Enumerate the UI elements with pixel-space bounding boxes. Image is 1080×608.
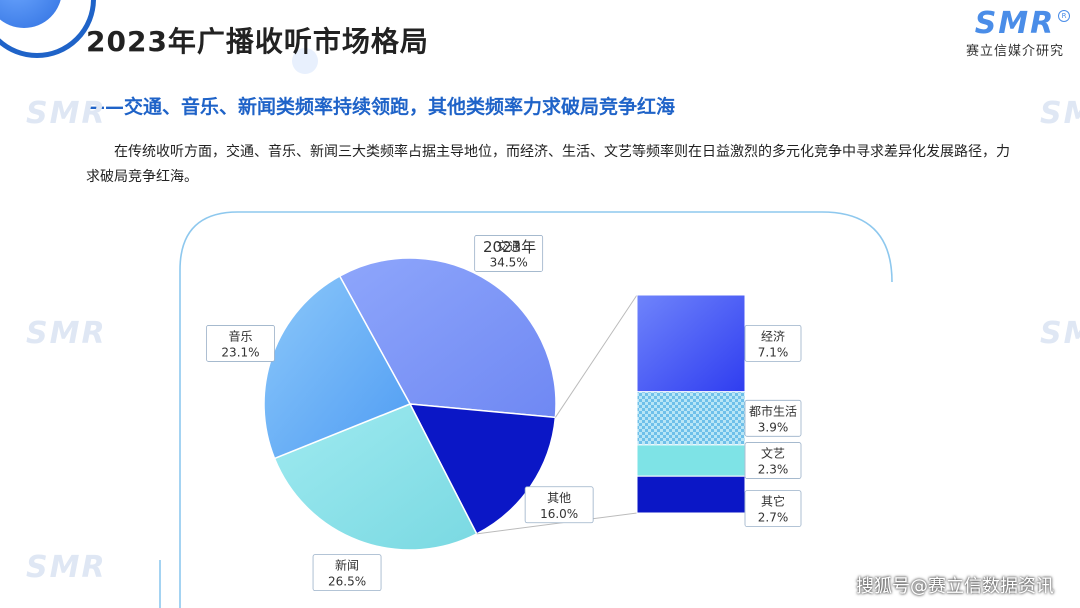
pie-slice-交通 [338, 257, 557, 419]
breakdown-segment-文艺 [636, 444, 746, 477]
watermark: SMR [26, 550, 107, 585]
label-box [524, 486, 594, 524]
label-box [474, 235, 544, 272]
breakdown-label-经济: 经济 7.1% [744, 324, 802, 362]
data-label-name: 音乐 [228, 328, 252, 343]
label-box [744, 442, 802, 479]
breakdown-bar [636, 294, 746, 514]
data-label-name: 其他 [547, 491, 571, 505]
watermark: SMR [1040, 316, 1080, 351]
breakdown-label-文艺: 文艺 2.3% [744, 442, 802, 479]
pie-slice-新闻 [273, 403, 478, 551]
connector-layer [476, 294, 638, 535]
pie-label-新闻: 新闻 26.5% [312, 554, 382, 592]
data-label-name: 经济 [761, 328, 785, 343]
page-title: 2023年广播收听市场格局 [86, 25, 429, 58]
brand-logo: SMR R 赛立信媒介研究 [965, 6, 1070, 59]
data-label-value: 7.1% [758, 345, 789, 359]
watermark: SMR [1040, 96, 1080, 131]
label-box [206, 325, 275, 362]
connector-line [476, 512, 638, 535]
breakdown-segment-经济 [636, 294, 746, 393]
breakdown-segment-都市生活 [636, 391, 746, 446]
footer-note: 搜狐号@赛立信数据资讯 [856, 576, 1054, 597]
data-label-value: 23.1% [221, 345, 259, 359]
data-label-value: 26.5% [328, 575, 366, 589]
data-label-value: 16.0% [540, 507, 578, 521]
connector-line [554, 294, 638, 418]
pie-label-交通: 交通 34.5% [474, 235, 544, 272]
watermark: SMR [26, 316, 107, 351]
data-label-value: 3.9% [758, 420, 789, 434]
pie-slice-其他 [408, 403, 557, 535]
data-label-name: 文艺 [761, 446, 785, 461]
data-label-value: 2.7% [758, 511, 789, 525]
label-box [744, 324, 802, 362]
pie-label-音乐: 音乐 23.1% [206, 325, 275, 362]
label-box [744, 399, 802, 437]
watermark: SMR [26, 96, 107, 131]
data-label-name: 其它 [761, 494, 785, 509]
decorative-dot [292, 48, 318, 74]
breakdown-segment-其它 [636, 475, 746, 514]
breakdown-label-都市生活: 都市生活 3.9% [744, 399, 802, 437]
data-label-name: 新闻 [335, 558, 359, 573]
data-label-name: 交通 [497, 238, 521, 253]
registered-mark: R [1058, 10, 1070, 22]
label-layer: 交通 34.5% 其他 16.0% 新闻 26.5% 音乐 23.1% 经济 7.1% 都市生活 3.… [206, 235, 802, 592]
logo-mark: SMR [974, 6, 1056, 41]
pie-layer [263, 257, 557, 551]
chart-frame [179, 211, 893, 608]
data-label-value: 34.5% [490, 255, 528, 269]
page-subtitle: ——交通、音乐、新闻类频率持续领跑，其他类频率力求破局竞争红海 [86, 96, 676, 118]
data-label-name: 都市生活 [749, 403, 797, 418]
logo-text: 赛立信媒介研究 [965, 44, 1064, 59]
breakdown-label-其它: 其它 2.7% [744, 490, 802, 528]
data-label-value: 2.3% [758, 463, 789, 477]
chart-title: 2023年 [483, 238, 537, 256]
label-box [312, 554, 382, 592]
pie-label-其他: 其他 16.0% [524, 486, 594, 524]
body-paragraph: 在传统收听方面，交通、音乐、新闻三大类频率占据主导地位，而经济、生活、文艺等频率… [86, 144, 1010, 185]
label-box [744, 490, 802, 528]
